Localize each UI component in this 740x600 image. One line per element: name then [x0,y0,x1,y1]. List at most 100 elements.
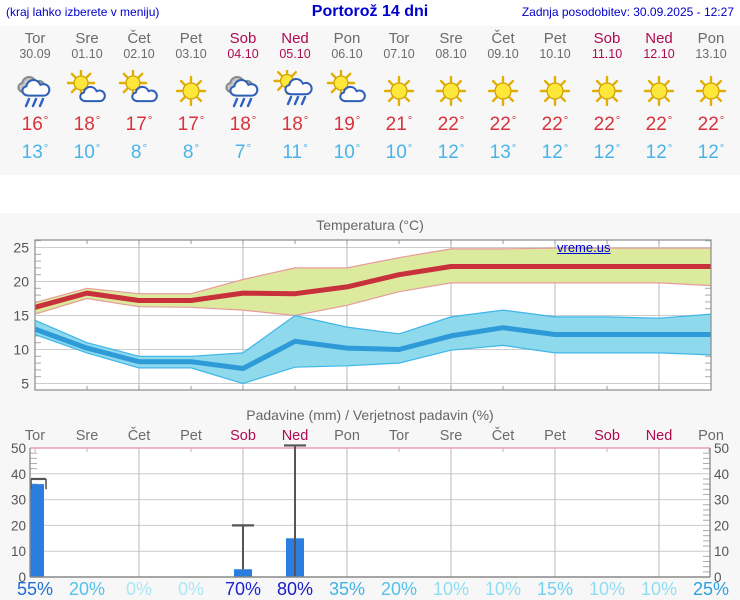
degree-symbol: ° [194,142,200,155]
precip-y-tick-label-left: 30 [11,493,26,508]
degree-symbol: ° [615,114,621,127]
low-temp-value: 7 [234,142,246,163]
degree-symbol: ° [147,114,153,127]
page-header: (kraj lahko izberete v meniju) Portorož … [0,0,740,26]
sun-icon [175,75,207,107]
sun-icon [487,75,519,107]
temperature-chart-title: Temperatura (°C) [316,217,424,233]
precip-day-label: Pet [180,428,202,444]
day-date-label: 06.10 [331,47,363,61]
day-weather-icon-cell [425,70,477,112]
day-date-label: 04.10 [227,47,259,61]
low-temp-value: 12 [437,142,459,163]
high-temp-value: 17 [177,114,199,135]
degree-symbol: ° [459,114,465,127]
sun-cloud-icon [66,68,106,103]
forecast-day-column: Sre 01.10 18° 10° [61,28,113,170]
precip-bar [30,484,44,577]
degree-symbol: ° [251,114,257,127]
precip-probability: 35% [328,579,366,599]
degree-symbol: ° [511,114,517,127]
precip-probability: 10% [588,579,626,599]
precip-y-tick-label-right: 30 [714,493,729,508]
day-weather-icon-cell [113,68,165,112]
degree-symbol: ° [246,142,252,155]
low-temperature: 13° [477,142,529,164]
degree-symbol: ° [407,114,413,127]
forecast-day-column: Tor 30.09 16° 13° [9,28,61,170]
low-temperature: 7° [217,142,269,164]
forecast-day-column: Pet 03.10 17° 8° [165,28,217,170]
low-temperature: 8° [113,142,165,164]
precip-y-tick-label-right: 40 [714,467,729,482]
high-temperature: 17° [113,114,165,136]
high-temperature: 22° [529,114,581,136]
day-name-label: Ned [645,30,673,47]
precip-probability: 0% [125,579,152,599]
day-name-label: Ned [281,30,309,47]
degree-symbol: ° [563,114,569,127]
precip-day-label: Čet [127,428,151,444]
precip-y-tick-label-left: 20 [11,518,26,533]
precip-day-label: Tor [388,428,410,444]
degree-symbol: ° [667,114,673,127]
day-weather-icon-cell [685,70,737,112]
degree-symbol: ° [407,142,413,155]
precip-probability: 0% [177,579,204,599]
temp-y-tick-label: 20 [13,274,29,290]
high-temperature: 16° [9,114,61,136]
low-temperature: 10° [373,142,425,164]
degree-symbol: ° [459,142,465,155]
low-temp-value: 10 [73,142,95,163]
low-temp-value: 12 [697,142,719,163]
day-date-label: 11.10 [591,47,623,61]
degree-symbol: ° [95,142,101,155]
precip-y-tick-label-right: 50 [714,441,729,456]
day-name-label: Pon [333,30,361,47]
day-weather-icon-cell [9,70,61,112]
precip-y-tick-label-right: 20 [714,518,729,533]
high-temp-value: 22 [437,114,459,135]
precip-day-label: Pet [544,428,566,444]
precip-probability: 55% [16,579,54,599]
degree-symbol: ° [563,142,569,155]
day-date-label: 30.09 [19,47,51,61]
precip-y-tick-label-left: 0 [18,570,26,585]
day-weather-icon-cell [321,68,373,112]
day-weather-icon-cell [373,70,425,112]
day-name-label: Sob [229,30,257,47]
precip-probability: 25% [692,579,730,599]
watermark-link[interactable]: vreme.us [557,240,611,255]
precip-y-tick-label-left: 40 [11,467,26,482]
page-title: Portorož 14 dni [311,3,429,20]
day-name-label: Čet [127,30,151,47]
day-weather-icon-cell [633,70,685,112]
day-weather-icon-cell [61,68,113,112]
divider-band [0,175,740,213]
day-name-label: Sre [439,30,463,47]
day-date-label: 10.10 [539,47,571,61]
precip-probability: 10% [432,579,470,599]
forecast-day-column: Pon 06.10 19° 10° [321,28,373,170]
precip-day-label: Ned [645,428,673,444]
forecast-day-column: Sob 11.10 22° 12° [581,28,633,170]
last-update-text: Zadnja posodobitev: 30.09.2025 - 12:27 [521,5,734,19]
precip-day-label: Ned [281,428,309,444]
sun-icon [591,75,623,107]
sun-icon [643,75,675,107]
degree-symbol: ° [355,142,361,155]
precip-y-tick-label-left: 50 [11,441,26,456]
degree-symbol: ° [43,142,49,155]
degree-symbol: ° [142,142,148,155]
degree-symbol: ° [355,114,361,127]
temp-y-tick-label: 25 [13,240,29,256]
day-weather-icon-cell [165,70,217,112]
precip-probability: 20% [68,579,106,599]
high-temperature: 17° [165,114,217,136]
day-name-label: Pet [543,30,567,47]
location-hint: (kraj lahko izberete v meniju) [6,5,160,19]
high-temp-value: 22 [489,114,511,135]
precipitation-chart: 0 0 10 10 20 20 30 30 40 40 50 50 [11,441,729,585]
day-date-label: 09.10 [487,47,519,61]
low-temperature: 10° [321,142,373,164]
